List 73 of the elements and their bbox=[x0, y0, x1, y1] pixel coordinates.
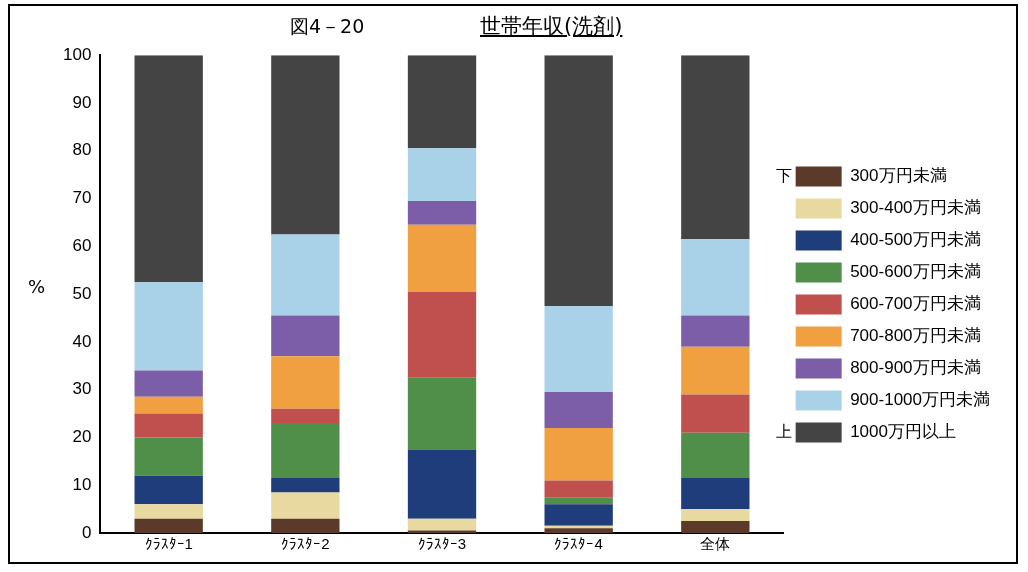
bar bbox=[544, 392, 613, 428]
bar bbox=[407, 377, 477, 450]
y-tick-label: 50 bbox=[72, 283, 92, 303]
bar bbox=[271, 423, 340, 479]
bar bbox=[134, 437, 203, 476]
x-tick-label: 全体 bbox=[700, 535, 731, 553]
bar bbox=[544, 55, 613, 307]
y-tick-label: 60 bbox=[72, 236, 92, 256]
y-tick-label: 30 bbox=[72, 379, 92, 399]
bar bbox=[681, 521, 750, 533]
bar bbox=[544, 504, 613, 526]
bar bbox=[407, 291, 477, 378]
y-tick-label: 100 bbox=[62, 44, 92, 64]
bar bbox=[544, 306, 613, 393]
bar bbox=[271, 518, 340, 533]
bar bbox=[407, 224, 477, 292]
y-tick-label: 90 bbox=[72, 92, 92, 112]
y-tick-label: 80 bbox=[72, 140, 92, 160]
bar bbox=[134, 282, 203, 371]
bar bbox=[271, 408, 340, 424]
legend-label: 600-700万円未満 bbox=[850, 294, 981, 314]
x-tick-label: ｸﾗｽﾀｰ1 bbox=[144, 535, 193, 553]
bar bbox=[544, 427, 613, 481]
bar bbox=[407, 200, 477, 225]
legend-label: 800-900万円未満 bbox=[850, 358, 981, 378]
bar bbox=[134, 475, 203, 505]
bar bbox=[271, 234, 340, 316]
bar bbox=[407, 55, 477, 149]
y-tick-label: 70 bbox=[72, 188, 92, 208]
x-tick-label: ｸﾗｽﾀｰ4 bbox=[554, 535, 603, 553]
annotation: 上 bbox=[775, 421, 792, 441]
y-tick-label: 40 bbox=[72, 331, 92, 351]
y-axis-title: % bbox=[28, 276, 46, 297]
bar bbox=[271, 315, 340, 357]
bar bbox=[681, 394, 750, 433]
bar bbox=[544, 480, 613, 498]
legend-label: 700-800万円未満 bbox=[850, 326, 981, 346]
bar bbox=[271, 478, 340, 493]
bar bbox=[681, 432, 750, 479]
legend-label: 400-500万円未満 bbox=[850, 230, 981, 250]
bar bbox=[407, 449, 477, 519]
y-tick-label: 10 bbox=[72, 474, 92, 494]
legend-label: 300万円未満 bbox=[850, 166, 947, 186]
bar bbox=[681, 315, 750, 347]
bar bbox=[681, 346, 750, 395]
bar bbox=[407, 518, 477, 531]
bar bbox=[681, 509, 750, 522]
bar bbox=[134, 413, 203, 438]
legend-label: 1000万円以上 bbox=[850, 422, 956, 442]
annotation: 下 bbox=[775, 165, 792, 185]
bar bbox=[134, 370, 203, 397]
y-tick-label: 20 bbox=[72, 427, 92, 447]
bar bbox=[134, 55, 203, 283]
y-tick-label: 0 bbox=[81, 522, 92, 542]
bar bbox=[271, 356, 340, 409]
legend-label: 500-600万円未満 bbox=[850, 262, 981, 282]
x-tick-label: ｸﾗｽﾀｰ3 bbox=[417, 535, 467, 553]
chart-title: 世帯年収(洗剤) bbox=[480, 13, 623, 40]
bar bbox=[681, 55, 750, 240]
bar bbox=[271, 492, 340, 519]
bar bbox=[271, 55, 340, 235]
legend-label: 300-400万円未満 bbox=[850, 198, 981, 218]
bar bbox=[544, 497, 613, 505]
x-tick-label: ｸﾗｽﾀｰ2 bbox=[281, 535, 330, 553]
bar bbox=[681, 478, 750, 510]
legend-label: 900-1000万円未満 bbox=[850, 390, 990, 410]
bar bbox=[134, 504, 203, 519]
caption: 図4－20 bbox=[290, 14, 365, 39]
bar bbox=[134, 396, 203, 414]
bar bbox=[544, 528, 613, 533]
bar bbox=[134, 518, 203, 533]
bar bbox=[681, 239, 750, 316]
bar bbox=[407, 148, 477, 201]
